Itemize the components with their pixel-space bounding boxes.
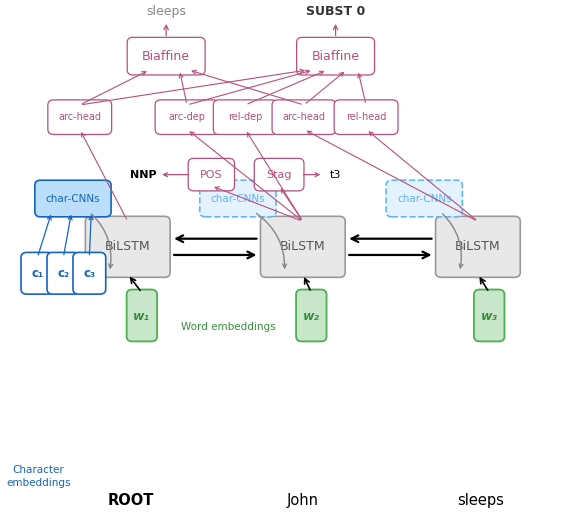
FancyBboxPatch shape: [474, 289, 505, 341]
Text: BiLSTM: BiLSTM: [455, 241, 501, 253]
Text: BiLSTM: BiLSTM: [105, 241, 151, 253]
Text: Stag: Stag: [266, 170, 292, 179]
Text: arc-dep: arc-dep: [169, 112, 206, 122]
Text: BiLSTM: BiLSTM: [280, 241, 326, 253]
FancyBboxPatch shape: [21, 252, 54, 294]
Text: c₃: c₃: [83, 267, 95, 280]
Text: c₁: c₁: [31, 267, 44, 280]
Text: char-CNNs: char-CNNs: [211, 194, 265, 204]
Text: arc-head: arc-head: [58, 112, 101, 122]
Text: Biaffine: Biaffine: [312, 50, 360, 63]
Text: Character
embeddings: Character embeddings: [6, 465, 71, 488]
FancyBboxPatch shape: [386, 180, 462, 217]
Text: t3: t3: [330, 170, 341, 179]
Text: POS: POS: [200, 170, 223, 179]
FancyBboxPatch shape: [126, 289, 157, 341]
FancyBboxPatch shape: [254, 158, 304, 191]
FancyBboxPatch shape: [334, 100, 398, 135]
FancyBboxPatch shape: [436, 216, 520, 278]
FancyBboxPatch shape: [272, 100, 336, 135]
Text: arc-head: arc-head: [282, 112, 326, 122]
Text: w₃: w₃: [481, 310, 497, 323]
FancyBboxPatch shape: [48, 100, 112, 135]
FancyBboxPatch shape: [188, 158, 235, 191]
Text: w₂: w₂: [303, 310, 320, 323]
FancyBboxPatch shape: [127, 38, 205, 75]
FancyBboxPatch shape: [213, 100, 277, 135]
FancyBboxPatch shape: [73, 252, 106, 294]
Text: ROOT: ROOT: [108, 492, 154, 507]
Text: Biaffine: Biaffine: [142, 50, 190, 63]
FancyBboxPatch shape: [35, 180, 111, 217]
Text: John: John: [287, 492, 319, 507]
Text: w₁: w₁: [133, 310, 151, 323]
FancyBboxPatch shape: [296, 38, 375, 75]
Text: c₂: c₂: [57, 267, 69, 280]
Text: sleeps: sleeps: [457, 492, 504, 507]
FancyBboxPatch shape: [200, 180, 276, 217]
Text: char-CNNs: char-CNNs: [46, 194, 101, 204]
Text: SUBST 0: SUBST 0: [306, 6, 365, 19]
Text: rel-dep: rel-dep: [228, 112, 262, 122]
FancyBboxPatch shape: [260, 216, 345, 278]
Text: rel-head: rel-head: [346, 112, 386, 122]
FancyBboxPatch shape: [47, 252, 80, 294]
Text: NNP: NNP: [131, 170, 157, 179]
Text: char-CNNs: char-CNNs: [397, 194, 452, 204]
Text: sleeps: sleeps: [146, 6, 186, 19]
FancyBboxPatch shape: [85, 216, 170, 278]
FancyBboxPatch shape: [155, 100, 219, 135]
FancyBboxPatch shape: [296, 289, 326, 341]
Text: Word embeddings: Word embeddings: [181, 322, 276, 332]
